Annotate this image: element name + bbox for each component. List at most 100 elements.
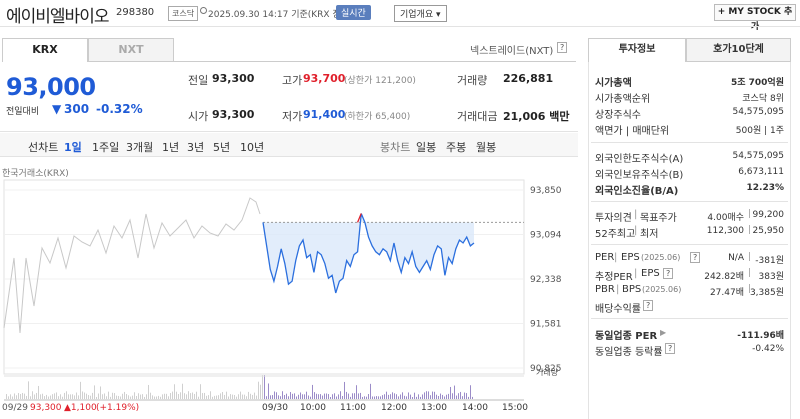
volume-bar bbox=[260, 384, 261, 399]
volume-bar bbox=[354, 393, 355, 399]
volume-bar bbox=[72, 394, 73, 399]
tab-investment-info[interactable]: 투자정보 bbox=[588, 38, 686, 62]
x-tick: 14:00 bbox=[462, 403, 488, 413]
candle-weekly[interactable]: 주봉 bbox=[446, 141, 467, 154]
volume-bar bbox=[206, 395, 207, 399]
foreign-limit-label: 외국인한도주식수(A) bbox=[595, 154, 684, 165]
volume-bar bbox=[124, 391, 125, 399]
volume-bar bbox=[218, 395, 219, 399]
volume-bar bbox=[460, 391, 461, 399]
help-icon[interactable]: ? bbox=[690, 252, 701, 263]
volume-bar bbox=[74, 395, 75, 399]
volume-bar bbox=[90, 395, 91, 399]
volume-bar bbox=[468, 396, 469, 399]
volume-bar bbox=[362, 396, 363, 399]
volume-bar bbox=[234, 395, 235, 399]
volume-bar bbox=[268, 383, 269, 399]
volume-bar bbox=[230, 394, 231, 399]
volume-bar bbox=[366, 396, 367, 399]
y-tick-label: 90,825 bbox=[530, 364, 562, 374]
target-price-label: 목표주가 bbox=[640, 213, 677, 224]
volume-bar bbox=[18, 393, 19, 399]
tab-krx[interactable]: KRX bbox=[2, 38, 88, 62]
volume-bar bbox=[108, 391, 109, 399]
add-my-stock-button[interactable]: + MY STOCK 추가 bbox=[714, 4, 796, 32]
nxt-link[interactable]: 넥스트레이드(NXT) bbox=[470, 46, 554, 57]
x-tick: 13:00 bbox=[421, 403, 447, 413]
volume-bar bbox=[194, 393, 195, 399]
range-3y[interactable]: 3년 bbox=[187, 141, 205, 154]
help-icon[interactable]: ? bbox=[665, 343, 676, 354]
volume-bar bbox=[130, 396, 131, 399]
volume-bar bbox=[288, 396, 289, 399]
volume-bar bbox=[284, 394, 285, 399]
price-chart: 93,850 93,094 92,338 91,581 90,825 bbox=[3, 179, 562, 401]
volume-bar bbox=[376, 396, 377, 399]
volume-bar bbox=[182, 383, 183, 399]
tab-order-book[interactable]: 호가10단계 bbox=[686, 38, 791, 62]
y-axis-ticks: 93,850 93,094 92,338 91,581 90,825 bbox=[530, 186, 562, 374]
pipe-separator: | bbox=[634, 268, 638, 279]
company-overview-dropdown[interactable]: 기업개요 ▾ bbox=[394, 5, 447, 22]
sector-rate-label: 동일업종 등락률 bbox=[595, 347, 663, 358]
line-chart-tab[interactable]: 선차트 bbox=[28, 141, 59, 154]
volume-bar bbox=[348, 393, 349, 399]
volume-bar bbox=[448, 393, 449, 399]
prev-change-pct-chart: (+1.19%) bbox=[96, 403, 140, 413]
volume-bar bbox=[266, 396, 267, 399]
volume-bar bbox=[210, 391, 211, 399]
y-tick-label: 92,338 bbox=[530, 275, 562, 285]
realtime-button[interactable]: 실시간 bbox=[336, 5, 371, 20]
volume-bar bbox=[172, 391, 173, 399]
volume-bar bbox=[350, 396, 351, 399]
candle-chart-tab[interactable]: 봉차트 bbox=[380, 141, 411, 154]
help-icon[interactable]: ? bbox=[663, 268, 674, 279]
volume-bar bbox=[142, 394, 143, 399]
volume-bar bbox=[58, 396, 59, 399]
help-icon[interactable]: ? bbox=[643, 300, 654, 311]
volume-bar bbox=[16, 395, 17, 399]
prev-close-label: 전일 bbox=[188, 74, 209, 87]
volume-bar bbox=[282, 391, 283, 399]
volume-bar bbox=[326, 393, 327, 399]
x-tick: 10:00 bbox=[300, 403, 326, 413]
volume-bar bbox=[188, 391, 189, 399]
volume-bar bbox=[406, 396, 407, 399]
candle-monthly[interactable]: 월봉 bbox=[476, 141, 497, 154]
tab-nxt[interactable]: NXT bbox=[88, 38, 174, 62]
candle-daily[interactable]: 일봉 bbox=[416, 141, 437, 154]
volume-bar bbox=[402, 392, 403, 399]
eps-date: (2025.06) bbox=[641, 253, 681, 262]
range-10y[interactable]: 10년 bbox=[240, 141, 265, 154]
volume-bar bbox=[186, 394, 187, 399]
volume-bar bbox=[404, 395, 405, 399]
volume-bar bbox=[428, 391, 429, 399]
volume-bar bbox=[78, 395, 79, 399]
volume-bar bbox=[26, 395, 27, 399]
volume-bar bbox=[36, 392, 37, 399]
volume-bar bbox=[48, 396, 49, 399]
pbr-value: 27.47배 bbox=[709, 288, 744, 298]
volume-value: 226,881 bbox=[503, 72, 554, 85]
foreign-holding-label: 외국인보유주식수(B) bbox=[595, 170, 684, 181]
range-1d[interactable]: 1일 bbox=[64, 141, 82, 154]
range-1y[interactable]: 1년 bbox=[162, 141, 180, 154]
volume-bar bbox=[400, 394, 401, 399]
range-5y[interactable]: 5년 bbox=[213, 141, 231, 154]
range-1w[interactable]: 1주일 bbox=[92, 141, 120, 154]
volume-bar bbox=[256, 395, 257, 399]
bps-label: BPS bbox=[622, 284, 642, 295]
w52-high-value: 112,300 bbox=[706, 226, 744, 236]
volume-bar bbox=[152, 395, 153, 399]
volume-bar bbox=[92, 392, 93, 399]
volume-bar bbox=[300, 392, 301, 399]
volume-bar bbox=[418, 394, 419, 399]
help-icon[interactable]: ? bbox=[557, 42, 568, 53]
volume-bar bbox=[262, 375, 263, 399]
volume-bar bbox=[12, 396, 13, 399]
volume-bar bbox=[196, 391, 197, 399]
x-tick: 11:00 bbox=[340, 403, 366, 413]
volume-bar bbox=[424, 392, 425, 399]
low-value: 91,400 bbox=[303, 108, 346, 121]
range-3m[interactable]: 3개월 bbox=[126, 141, 154, 154]
